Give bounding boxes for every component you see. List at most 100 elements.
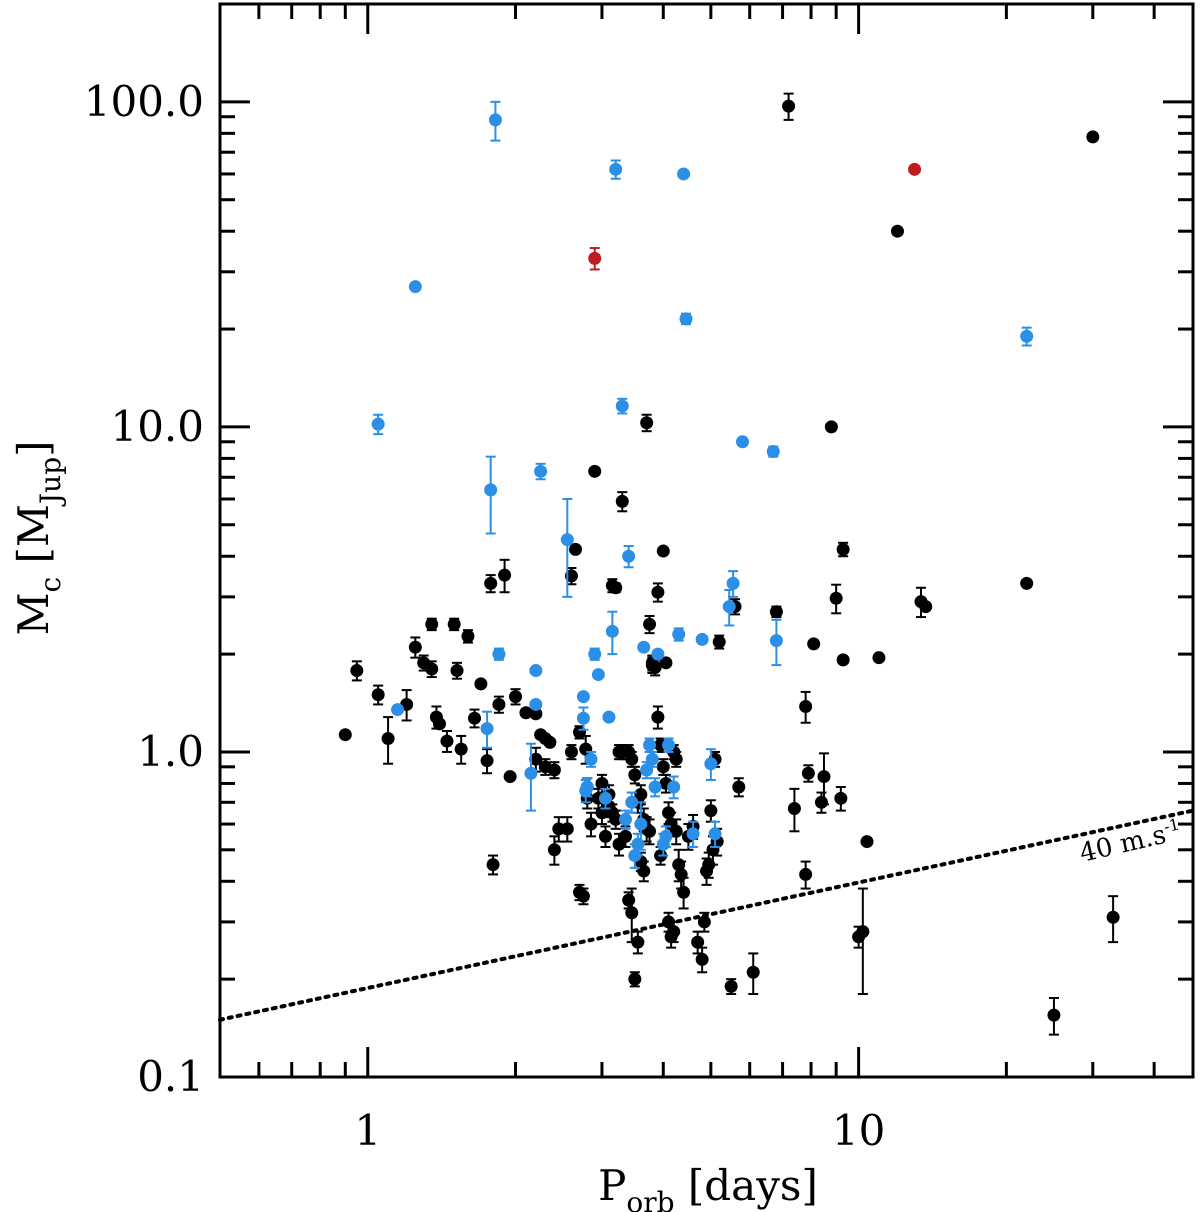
data-point: [724, 979, 738, 993]
x-axis-title-sub: orb: [626, 1186, 674, 1212]
data-point: [560, 822, 574, 836]
data-point: [447, 617, 461, 631]
data-point: [872, 651, 886, 665]
data-point: [622, 893, 636, 907]
data-point: [547, 763, 561, 777]
data-point: [480, 754, 494, 768]
x-axis-title-rest: [days]: [675, 1161, 818, 1210]
data-point: [726, 576, 740, 590]
data-point: [860, 835, 874, 849]
data-point: [659, 656, 673, 670]
data-point: [677, 885, 691, 899]
data-point: [509, 690, 523, 704]
data-point: [615, 399, 629, 413]
data-point: [651, 647, 665, 661]
data-point: [564, 745, 578, 759]
data-point: [468, 711, 482, 725]
data-point: [615, 494, 629, 508]
x-tick-label: 10: [832, 1106, 885, 1155]
data-point: [829, 591, 843, 605]
data-point: [769, 605, 783, 619]
data-point: [695, 952, 709, 966]
data-point: [704, 757, 718, 771]
rv-threshold-line: [218, 808, 1195, 1022]
data-point: [640, 416, 654, 430]
data-point: [799, 699, 813, 713]
data-point: [440, 734, 454, 748]
data-point: [662, 738, 676, 752]
data-point: [588, 647, 602, 661]
data-point: [381, 731, 395, 745]
data-point: [908, 162, 922, 176]
data-point: [656, 760, 670, 774]
y-axis-title-sub2: Jup: [34, 457, 67, 507]
data-point: [643, 617, 657, 631]
data-point: [645, 752, 659, 766]
data-point: [628, 768, 642, 782]
data-point: [492, 647, 506, 661]
data-point: [662, 915, 676, 929]
data-point: [618, 829, 632, 843]
data-point: [1020, 576, 1034, 590]
data-point: [637, 640, 651, 654]
data-point: [391, 703, 405, 717]
data-point: [669, 752, 683, 766]
data-point: [787, 801, 801, 815]
data-point: [569, 542, 583, 556]
data-point: [814, 795, 828, 809]
data-point: [595, 776, 609, 790]
data-point: [534, 464, 548, 478]
data-point: [1106, 910, 1120, 924]
data-point: [576, 889, 590, 903]
y-tick-label: 1.0: [137, 727, 204, 776]
rv-threshold-label-sup: -1: [1162, 814, 1181, 836]
y-axis-title-main: M: [9, 593, 58, 636]
data-point: [454, 742, 468, 756]
data-point: [697, 915, 711, 929]
data-points: [338, 92, 1120, 1036]
data-point: [609, 581, 623, 595]
data-point: [659, 829, 673, 843]
data-point: [488, 113, 502, 127]
y-axis-title-rest1: [M: [9, 504, 58, 577]
plot-frame: [218, 2, 1195, 1079]
data-point: [519, 706, 533, 720]
data-point: [643, 738, 657, 752]
data-point: [484, 576, 498, 590]
data-point: [1020, 329, 1034, 343]
data-point: [656, 544, 670, 558]
data-point: [631, 935, 645, 949]
data-point: [371, 417, 385, 431]
data-point: [782, 99, 796, 113]
data-point: [1047, 1008, 1061, 1022]
data-point: [712, 635, 726, 649]
data-point: [605, 624, 619, 638]
data-point: [691, 935, 705, 949]
data-point: [766, 445, 780, 459]
data-point: [667, 780, 681, 794]
data-point: [591, 668, 605, 682]
data-point: [498, 568, 512, 582]
data-point: [560, 533, 574, 547]
data-point: [408, 640, 422, 654]
data-point: [746, 965, 760, 979]
data-point: [338, 728, 352, 742]
data-point: [461, 629, 475, 643]
data-point: [547, 843, 561, 857]
data-point: [425, 617, 439, 631]
data-point: [584, 817, 598, 831]
y-axis-title-sub: c: [34, 577, 67, 593]
data-point: [371, 688, 385, 702]
y-axis-title-rest2: ]: [9, 440, 58, 456]
x-axis-title-main: P: [598, 1161, 626, 1210]
data-point: [637, 864, 651, 878]
tick-labels: 1 10 0.1 1.0 10.0 100.0: [84, 77, 886, 1155]
data-point: [704, 804, 718, 818]
data-point: [817, 770, 831, 784]
data-point: [722, 600, 736, 614]
y-tick-label: 10.0: [110, 402, 204, 451]
data-point: [834, 791, 848, 805]
data-point: [609, 162, 623, 176]
data-point: [625, 906, 639, 920]
